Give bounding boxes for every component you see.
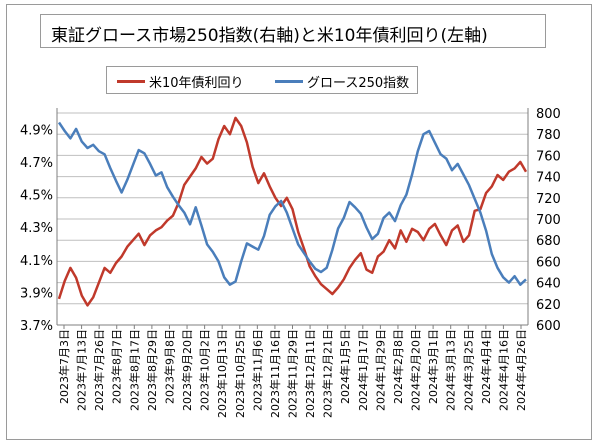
chart-title: 東証グロース市場250指数(右軸)と米10年債利回り(左軸) <box>51 26 488 46</box>
legend-swatch-growth <box>275 80 303 83</box>
legend-label-growth: グロース250指数 <box>307 76 410 91</box>
legend-swatch-yield <box>117 80 145 83</box>
legend: 米10年債利回り グロース250指数 <box>106 66 418 94</box>
legend-label-yield: 米10年債利回り <box>149 76 244 91</box>
chart-title-box: 東証グロース市場250指数(右軸)と米10年債利回り(左軸) <box>40 14 546 48</box>
